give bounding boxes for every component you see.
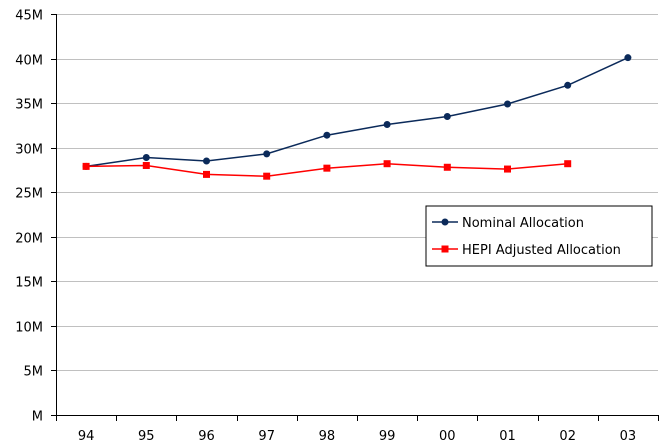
data-point — [142, 153, 150, 161]
data-point — [142, 161, 150, 169]
legend-marker-nominal — [441, 218, 449, 226]
legend-label-hepi: HEPI Adjusted Allocation — [462, 243, 621, 258]
data-point — [624, 54, 632, 62]
y-tick-label: 30M — [15, 143, 43, 158]
data-point — [564, 160, 572, 168]
y-tick-label: 35M — [15, 98, 43, 113]
series-line-0 — [85, 57, 629, 168]
y-tick-label: M — [32, 410, 43, 425]
data-point — [504, 165, 511, 173]
legend-box — [425, 205, 653, 267]
axes: M 5M 10M 15M 20M 25M 30M 35M 40M 45M 94 95 96 97 98 99 0… — [15, 9, 659, 444]
data-point — [383, 160, 391, 168]
data-point — [564, 81, 572, 89]
legend-marker-hepi — [441, 245, 449, 253]
data-point — [443, 112, 451, 120]
data-point — [263, 172, 271, 180]
x-tick-label: 98 — [319, 429, 336, 444]
data-point — [323, 164, 331, 172]
x-tick-label: 96 — [198, 429, 215, 444]
x-tick-label: 03 — [620, 429, 637, 444]
data-point — [383, 120, 391, 128]
x-tick-label: 00 — [439, 429, 456, 444]
y-tick-label: 10M — [15, 321, 43, 336]
legend: Nominal Allocation HEPI Adjusted Allocat… — [425, 205, 653, 267]
data-point — [203, 157, 210, 165]
x-tick-label: 95 — [138, 429, 155, 444]
x-tick-label: 01 — [499, 429, 516, 444]
y-tick-label: 25M — [15, 187, 43, 202]
data-point — [263, 150, 271, 158]
x-tick-label: 99 — [379, 429, 396, 444]
x-tick-label: 94 — [78, 429, 95, 444]
y-tick-label: 45M — [15, 9, 43, 24]
y-tick-label: 5M — [24, 365, 44, 380]
data-point — [504, 100, 511, 108]
gridlines — [56, 14, 658, 371]
series — [82, 54, 632, 180]
x-tick-label: 02 — [559, 429, 576, 444]
legend-label-nominal: Nominal Allocation — [462, 216, 584, 231]
data-point — [323, 131, 331, 139]
x-tick-label: 97 — [258, 429, 275, 444]
data-point — [82, 162, 90, 170]
data-point — [203, 170, 210, 178]
y-tick-label: 20M — [15, 232, 43, 247]
y-tick-label: 15M — [15, 276, 43, 291]
y-tick-label: 40M — [15, 54, 43, 69]
data-point — [443, 163, 451, 171]
